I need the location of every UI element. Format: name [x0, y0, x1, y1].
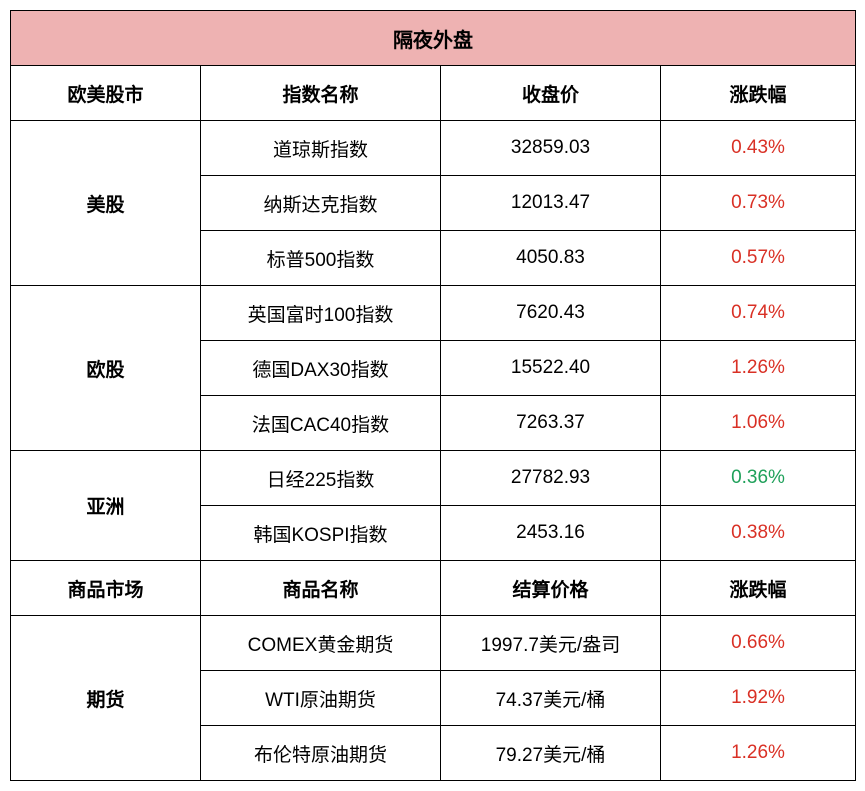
table-title: 隔夜外盘: [11, 11, 856, 66]
change-cell: 0.36%: [661, 451, 856, 506]
index-name: 英国富时100指数: [201, 286, 441, 341]
change-cell: 0.38%: [661, 506, 856, 561]
commodities-header-0: 商品市场: [11, 561, 201, 616]
commodities-header-1: 商品名称: [201, 561, 441, 616]
table-row: 欧股英国富时100指数7620.430.74%: [11, 286, 856, 341]
commodities-header-row: 商品市场商品名称结算价格涨跌幅: [11, 561, 856, 616]
index-name: COMEX黄金期货: [201, 616, 441, 671]
price-cell: 7620.43: [441, 286, 661, 341]
change-cell: 0.74%: [661, 286, 856, 341]
overnight-markets-table: 隔夜外盘欧美股市指数名称收盘价涨跌幅美股道琼斯指数32859.030.43%纳斯…: [10, 10, 856, 781]
stocks-header-1: 指数名称: [201, 66, 441, 121]
price-cell: 79.27美元/桶: [441, 726, 661, 781]
index-name: 韩国KOSPI指数: [201, 506, 441, 561]
index-name: 标普500指数: [201, 231, 441, 286]
change-cell: 0.43%: [661, 121, 856, 176]
price-cell: 32859.03: [441, 121, 661, 176]
index-name: 德国DAX30指数: [201, 341, 441, 396]
stocks-header-3: 涨跌幅: [661, 66, 856, 121]
commodities-group-0-label: 期货: [11, 616, 201, 781]
price-cell: 2453.16: [441, 506, 661, 561]
index-name: 纳斯达克指数: [201, 176, 441, 231]
price-cell: 27782.93: [441, 451, 661, 506]
price-cell: 74.37美元/桶: [441, 671, 661, 726]
change-cell: 1.26%: [661, 341, 856, 396]
title-row: 隔夜外盘: [11, 11, 856, 66]
change-cell: 0.73%: [661, 176, 856, 231]
index-name: 法国CAC40指数: [201, 396, 441, 451]
price-cell: 1997.7美元/盎司: [441, 616, 661, 671]
price-cell: 7263.37: [441, 396, 661, 451]
index-name: 道琼斯指数: [201, 121, 441, 176]
table-row: 美股道琼斯指数32859.030.43%: [11, 121, 856, 176]
change-cell: 0.66%: [661, 616, 856, 671]
change-cell: 1.06%: [661, 396, 856, 451]
stocks-group-1-label: 欧股: [11, 286, 201, 451]
index-name: 日经225指数: [201, 451, 441, 506]
table-row: 期货COMEX黄金期货1997.7美元/盎司0.66%: [11, 616, 856, 671]
stocks-header-0: 欧美股市: [11, 66, 201, 121]
stocks-group-0-label: 美股: [11, 121, 201, 286]
change-cell: 1.26%: [661, 726, 856, 781]
index-name: 布伦特原油期货: [201, 726, 441, 781]
change-cell: 0.57%: [661, 231, 856, 286]
price-cell: 15522.40: [441, 341, 661, 396]
commodities-header-2: 结算价格: [441, 561, 661, 616]
commodities-header-3: 涨跌幅: [661, 561, 856, 616]
index-name: WTI原油期货: [201, 671, 441, 726]
stocks-group-2-label: 亚洲: [11, 451, 201, 561]
change-cell: 1.92%: [661, 671, 856, 726]
stocks-header-2: 收盘价: [441, 66, 661, 121]
price-cell: 4050.83: [441, 231, 661, 286]
price-cell: 12013.47: [441, 176, 661, 231]
table-row: 亚洲日经225指数27782.930.36%: [11, 451, 856, 506]
stocks-header-row: 欧美股市指数名称收盘价涨跌幅: [11, 66, 856, 121]
